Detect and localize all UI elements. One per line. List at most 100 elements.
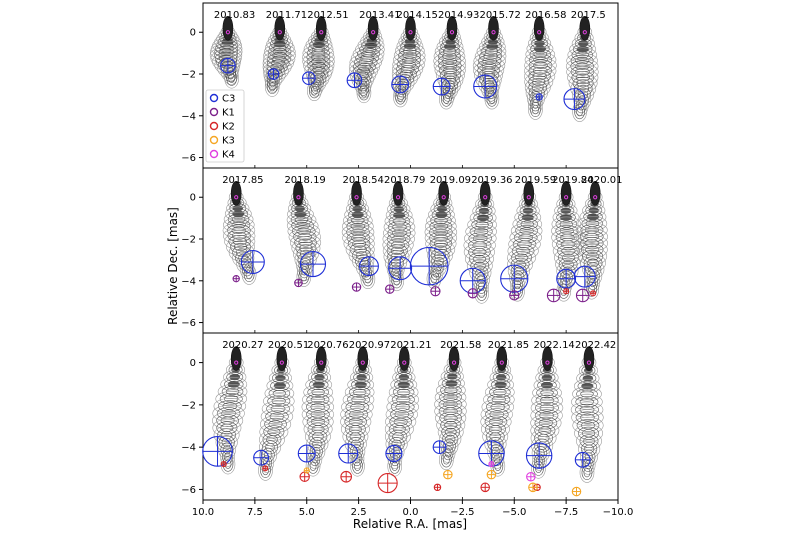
contour-level [588, 265, 599, 274]
contour-level [487, 377, 514, 392]
contour-level [395, 43, 425, 59]
contour-level [578, 40, 589, 47]
contour-level [391, 241, 406, 249]
contour-level [487, 437, 504, 451]
contour-level [241, 264, 257, 285]
core-contour [579, 15, 591, 41]
contour-level [388, 221, 411, 233]
y-tick-label: −2 [181, 70, 196, 81]
contour-level [304, 427, 331, 446]
contour-level [384, 253, 407, 273]
contour-level [481, 398, 515, 416]
contour-level [340, 420, 370, 439]
epoch-label: 2017.85 [222, 175, 263, 186]
contour-level [270, 66, 282, 76]
component-c3 [338, 443, 359, 464]
contour-level [509, 268, 527, 288]
panel-frame [202, 167, 619, 334]
contour-level [351, 379, 371, 391]
contour-level [580, 390, 594, 398]
contour-level [540, 389, 554, 397]
contour-level [470, 259, 490, 273]
contour-level [463, 236, 496, 254]
contour-level [534, 446, 548, 461]
contour-level [398, 374, 410, 381]
contour-level [344, 207, 372, 222]
contour-level [472, 248, 487, 257]
contour-level [245, 269, 253, 280]
contour-level [220, 442, 234, 457]
contour-level [215, 43, 239, 55]
contour-level [469, 263, 492, 283]
core-contour [367, 15, 379, 41]
legend-label: K3 [222, 136, 235, 147]
contour-level [589, 271, 598, 281]
contour-level [259, 437, 282, 457]
contour-level [432, 268, 440, 278]
contour-level [577, 216, 608, 231]
contour-level [576, 79, 590, 88]
component-c3 [220, 57, 236, 74]
contour-level [530, 414, 562, 432]
contour-level [524, 67, 556, 85]
contour-level [394, 379, 414, 391]
contour-level [533, 61, 548, 70]
component-c3 [388, 256, 413, 281]
contour-level [430, 273, 438, 284]
component-k2 [590, 290, 597, 297]
contour-level [352, 205, 363, 213]
contour-level [575, 93, 589, 108]
contour-level [425, 218, 457, 235]
contour-level [578, 426, 600, 440]
contour-level [507, 248, 537, 267]
component-k3 [303, 467, 310, 474]
contour-level [224, 452, 231, 462]
contour-level [391, 264, 400, 274]
contour-level [464, 250, 494, 268]
contour-level [393, 78, 411, 98]
contour-level [291, 219, 315, 232]
contour-level [539, 396, 555, 404]
contour-level [356, 374, 367, 381]
contour-level [398, 49, 422, 62]
contour-level [528, 75, 550, 89]
epoch-label: 2017.5 [571, 10, 606, 21]
contour-level [575, 411, 600, 424]
contour-level [575, 73, 590, 82]
contour-level [388, 429, 408, 444]
y-tick-label: 0 [190, 28, 196, 39]
contour-level [428, 207, 455, 222]
contour-level [433, 48, 466, 64]
contour-level [309, 437, 326, 451]
contour-level [469, 210, 497, 225]
contour-level [507, 255, 534, 274]
contour-level [259, 430, 285, 449]
contour-level [228, 235, 251, 248]
contour-level [268, 81, 276, 92]
contour-level [348, 209, 368, 220]
core-contour [488, 15, 499, 41]
jet-contour [340, 346, 375, 477]
x-tick-label: −2.5 [450, 507, 474, 518]
contour-level [390, 401, 415, 413]
contour-level [438, 376, 465, 391]
contour-level [493, 388, 507, 396]
contour-level [569, 42, 597, 57]
contour-level [575, 396, 599, 408]
contour-level [268, 420, 283, 429]
core-contour [351, 180, 362, 206]
core-marker [395, 195, 401, 200]
contour-level [440, 384, 462, 396]
contour-level [389, 458, 401, 474]
contour-level [485, 408, 509, 421]
contour-level [264, 417, 287, 431]
contour-level [426, 268, 442, 289]
contour-level [265, 410, 289, 423]
contour-level [220, 423, 234, 432]
y-tick-label: −6 [181, 153, 196, 164]
contour-level [583, 436, 595, 446]
contour-level [534, 409, 559, 422]
contour-level [525, 83, 548, 103]
contour-level [436, 416, 466, 434]
contour-level [360, 268, 376, 289]
